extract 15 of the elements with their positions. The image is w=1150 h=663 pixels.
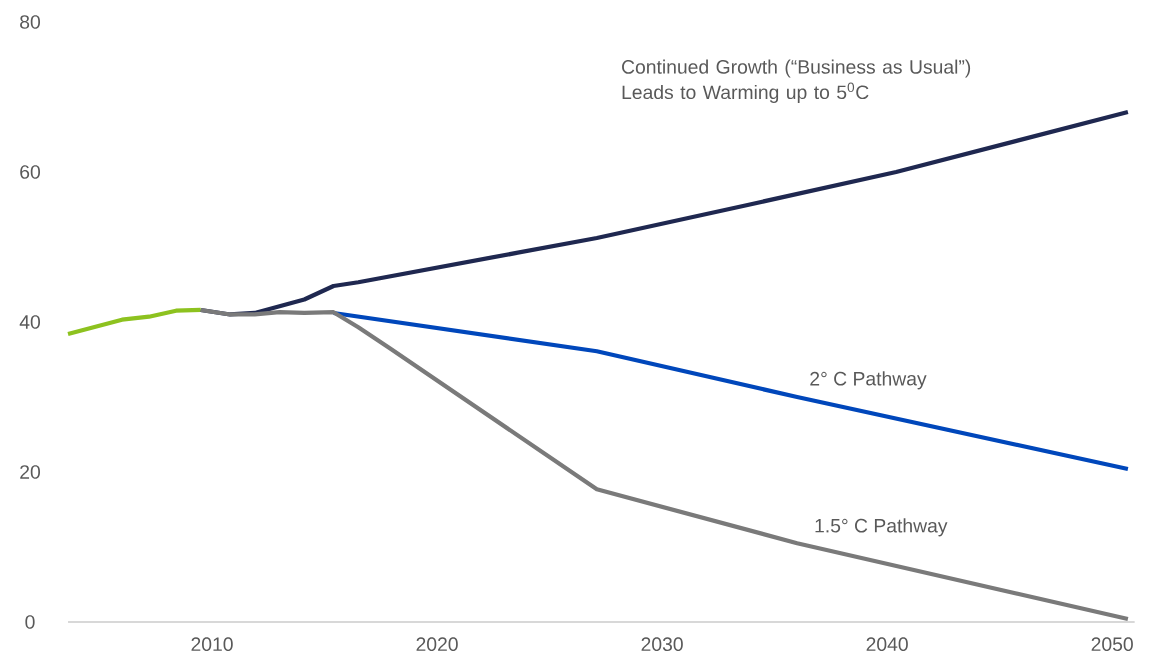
x-tick-label: 2010	[191, 637, 233, 652]
y-tick-label: 80	[20, 15, 40, 29]
x-tick-label: 2050	[1091, 637, 1133, 652]
x-tick-label: 2030	[641, 637, 683, 652]
line-series	[198, 307, 1131, 622]
line-series	[65, 307, 203, 337]
series-label: 1.5° C Pathway	[815, 518, 948, 537]
y-tick-label: 40	[19, 315, 40, 329]
x-tick-label: 2040	[866, 637, 908, 652]
y-tick-label: 60	[20, 165, 40, 179]
series-label: 2° C Pathway	[810, 371, 927, 390]
y-tick-label: 0	[25, 615, 35, 629]
x-tick-label: 2020	[416, 637, 458, 652]
text: Continued Growth (“Business as Usual”) Leads to Warming up to 5$^{0}$C	[622, 59, 971, 103]
y-tick-label: 20	[20, 465, 40, 479]
